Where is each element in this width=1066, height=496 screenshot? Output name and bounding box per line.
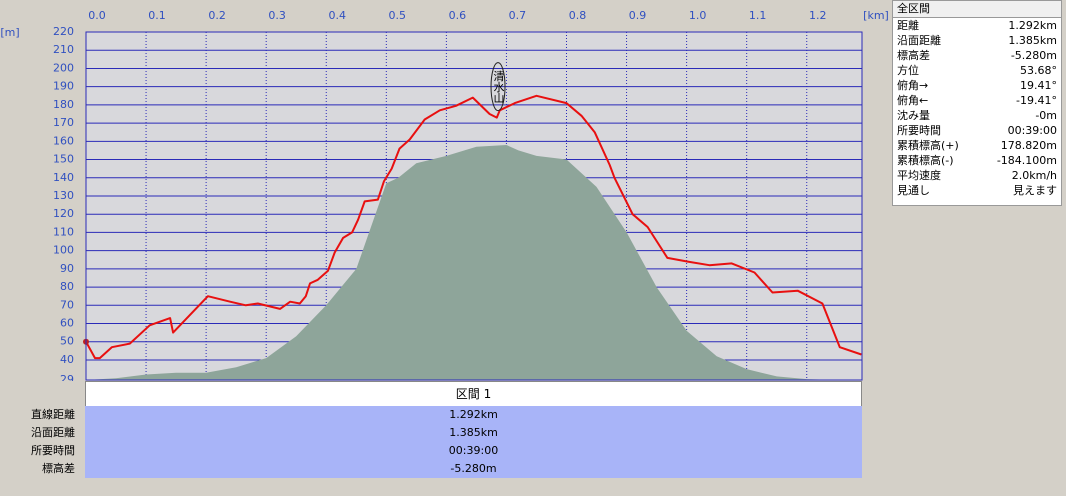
table-value: -5.280m bbox=[85, 460, 862, 478]
panel-label: 方位 bbox=[897, 64, 919, 77]
panel-row: 標高差 -5.280m bbox=[893, 48, 1061, 63]
panel-label: 見通し bbox=[897, 184, 930, 197]
y-tick-label: 80 bbox=[60, 280, 74, 293]
panel-row: 所要時間 00:39:00 bbox=[893, 123, 1061, 138]
table-label: 直線距離 bbox=[31, 408, 75, 421]
panel-label: 俯角← bbox=[897, 94, 929, 107]
panel-row: 見通し 見えます bbox=[893, 183, 1061, 198]
panel-value: 178.820m bbox=[1000, 139, 1057, 152]
table-row: 所要時間 00:39:00 bbox=[0, 442, 866, 460]
panel-value: 2.0km/h bbox=[1011, 169, 1057, 182]
y-tick-label: 50 bbox=[60, 335, 74, 348]
y-tick-label: 110 bbox=[53, 225, 74, 238]
plot-border bbox=[85, 31, 863, 381]
y-tick-label: 190 bbox=[53, 80, 74, 93]
profile-chart: 清水山 [m] [km] 0.0 0.1 0.2 0.3 0.4 0.5 0.6 0.7 0.8… bbox=[0, 9, 889, 381]
x-tick-label: 0.4 bbox=[328, 9, 346, 22]
panel-title: 全区間 bbox=[893, 1, 1061, 18]
panel-row: 方位 53.68° bbox=[893, 63, 1061, 78]
x-tick-label: 0.5 bbox=[389, 9, 407, 22]
annotation: 清水山 bbox=[492, 70, 505, 103]
y-tick-label: 200 bbox=[53, 61, 74, 74]
panel-row: 累積標高(+) 178.820m bbox=[893, 138, 1061, 153]
panel-row: 累積標高(-) -184.100m bbox=[893, 153, 1061, 168]
y-axis-label: [m] bbox=[0, 26, 19, 39]
x-axis-label: [km] bbox=[863, 9, 889, 22]
table-value: 1.292km bbox=[85, 406, 862, 424]
y-tick-label: 140 bbox=[53, 171, 74, 184]
x-tick-label: 0.7 bbox=[509, 9, 527, 22]
panel-value: 1.385km bbox=[1008, 34, 1057, 47]
x-tick-label: 0.6 bbox=[449, 9, 467, 22]
x-tick-label: 0.2 bbox=[208, 9, 226, 22]
x-tick-label: 0.1 bbox=[148, 9, 166, 22]
panel-row: 俯角→ 19.41° bbox=[893, 78, 1061, 93]
panel-row: 距離 1.292km bbox=[893, 18, 1061, 33]
table-label: 標高差 bbox=[42, 462, 75, 475]
table-row: 標高差 -5.280m bbox=[0, 460, 866, 478]
annotation-frame bbox=[490, 62, 506, 112]
y-tick-label: 90 bbox=[60, 262, 74, 275]
y-tick-label: 60 bbox=[60, 317, 74, 330]
y-tick-label: 130 bbox=[53, 189, 74, 202]
panel-value: 00:39:00 bbox=[1007, 124, 1057, 137]
panel-label: 俯角→ bbox=[897, 79, 929, 92]
table-row: 沿面距離 1.385km bbox=[0, 424, 866, 442]
y-tick-label: 180 bbox=[53, 98, 74, 111]
x-tick-label: 1.2 bbox=[809, 9, 827, 22]
panel-value: -5.280m bbox=[1010, 49, 1057, 62]
table-row: 直線距離 1.292km bbox=[0, 406, 866, 424]
panel-row: 沿面距離 1.385km bbox=[893, 33, 1061, 48]
table-value: 1.385km bbox=[85, 424, 862, 442]
y-tick-label: 150 bbox=[53, 153, 74, 166]
y-tick-label: 160 bbox=[53, 134, 74, 147]
table-header: 区間 1 bbox=[85, 381, 862, 407]
y-tick-label: 40 bbox=[60, 353, 74, 366]
x-tick-label: 1.1 bbox=[749, 9, 767, 22]
panel-value: -0m bbox=[1035, 109, 1057, 122]
y-tick-label: 210 bbox=[53, 43, 74, 56]
panel-row: 平均速度 2.0km/h bbox=[893, 168, 1061, 183]
panel-label: 距離 bbox=[897, 19, 919, 32]
x-tick-label: 1.0 bbox=[689, 9, 707, 22]
table-label: 沿面距離 bbox=[31, 426, 75, 439]
panel-label: 標高差 bbox=[897, 49, 930, 62]
x-tick-label: 0.8 bbox=[569, 9, 587, 22]
panel-value: 1.292km bbox=[1008, 19, 1057, 32]
panel-value: -19.41° bbox=[1016, 94, 1057, 107]
panel-value: 見えます bbox=[1013, 184, 1057, 197]
x-tick-label: 0.3 bbox=[268, 9, 286, 22]
y-tick-label: 220 bbox=[53, 25, 74, 38]
panel-label: 沈み量 bbox=[897, 109, 930, 122]
panel-value: -184.100m bbox=[996, 154, 1057, 167]
x-tick-label: 0.0 bbox=[88, 9, 106, 22]
y-tick-label: 120 bbox=[53, 207, 74, 220]
y-tick-label: 29 bbox=[60, 373, 74, 381]
route-line bbox=[85, 94, 862, 360]
panel-value: 53.68° bbox=[1020, 64, 1057, 77]
panel-value: 19.41° bbox=[1020, 79, 1057, 92]
y-tick-label: 100 bbox=[53, 244, 74, 257]
x-tick-label: 0.9 bbox=[629, 9, 647, 22]
terrain-area bbox=[86, 145, 862, 380]
summary-panel: 全区間 距離 1.292km 沿面距離 1.385km 標高差 -5.280m 方位 53.68… bbox=[892, 0, 1062, 206]
panel-label: 累積標高(+) bbox=[897, 139, 959, 152]
panel-label: 所要時間 bbox=[897, 124, 941, 137]
panel-row: 沈み量 -0m bbox=[893, 108, 1061, 123]
panel-label: 平均速度 bbox=[897, 169, 941, 182]
table-value: 00:39:00 bbox=[85, 442, 862, 460]
panel-row: 俯角← -19.41° bbox=[893, 93, 1061, 108]
table-label: 所要時間 bbox=[31, 444, 75, 457]
y-tick-label: 70 bbox=[60, 298, 74, 311]
y-tick-label: 170 bbox=[53, 116, 74, 129]
panel-label: 累積標高(-) bbox=[897, 154, 954, 167]
panel-label: 沿面距離 bbox=[897, 34, 941, 47]
